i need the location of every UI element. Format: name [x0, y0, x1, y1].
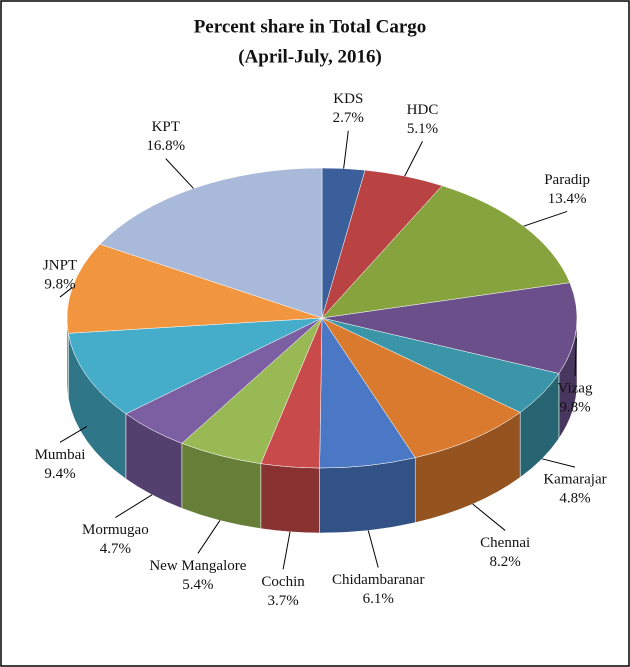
category-label: Mormugao: [82, 522, 149, 538]
value-label: 6.1%: [363, 591, 394, 607]
category-label: New Mangalore: [149, 558, 246, 574]
value-label: 9.8%: [559, 399, 590, 415]
value-label: 8.2%: [490, 554, 521, 570]
chart-title: Percent share in Total Cargo: [194, 16, 427, 37]
leader-line: [59, 286, 73, 298]
category-label: HDC: [407, 102, 439, 118]
value-label: 9.4%: [44, 466, 75, 482]
category-label: Vizag: [558, 380, 593, 396]
slice: [99, 167, 323, 319]
leader-line: [523, 210, 568, 227]
category-label: Mumbai: [35, 447, 86, 463]
value-label: 5.1%: [407, 121, 438, 137]
value-label: 5.4%: [182, 577, 213, 593]
category-label: Paradip: [544, 172, 590, 188]
value-label: 9.8%: [44, 276, 75, 292]
leader-line: [574, 337, 577, 376]
slice: [321, 282, 578, 374]
category-label: Cochin: [261, 574, 305, 590]
category-label: JNPT: [43, 257, 77, 273]
category-label: KPT: [152, 119, 180, 135]
slice: [321, 185, 571, 319]
leader-line: [404, 141, 423, 177]
value-label: 2.7%: [333, 110, 364, 126]
value-label: 4.8%: [559, 491, 590, 507]
value-label: 3.7%: [267, 593, 298, 609]
value-label: 4.7%: [100, 541, 131, 557]
category-label: KDS: [333, 91, 363, 107]
leader-line: [343, 130, 349, 169]
category-label: Chennai: [480, 535, 530, 551]
leader-line: [472, 503, 506, 531]
value-label: 16.8%: [146, 138, 185, 154]
value-label: 13.4%: [548, 191, 587, 207]
leader-line: [165, 158, 194, 189]
leader-line: [367, 530, 379, 568]
slice-side: [260, 463, 320, 534]
category-label: Kamarajar: [543, 472, 606, 488]
leader-line: [282, 531, 291, 570]
slice: [68, 317, 323, 415]
slice: [321, 317, 521, 458]
chart-subtitle: (April-July, 2016): [238, 46, 382, 67]
leader-line: [59, 426, 88, 443]
category-label: Chidambaranar: [332, 572, 424, 588]
leader-line: [115, 494, 153, 518]
slice-side: [319, 457, 416, 534]
leader-line: [541, 458, 576, 468]
leader-line: [197, 520, 221, 554]
